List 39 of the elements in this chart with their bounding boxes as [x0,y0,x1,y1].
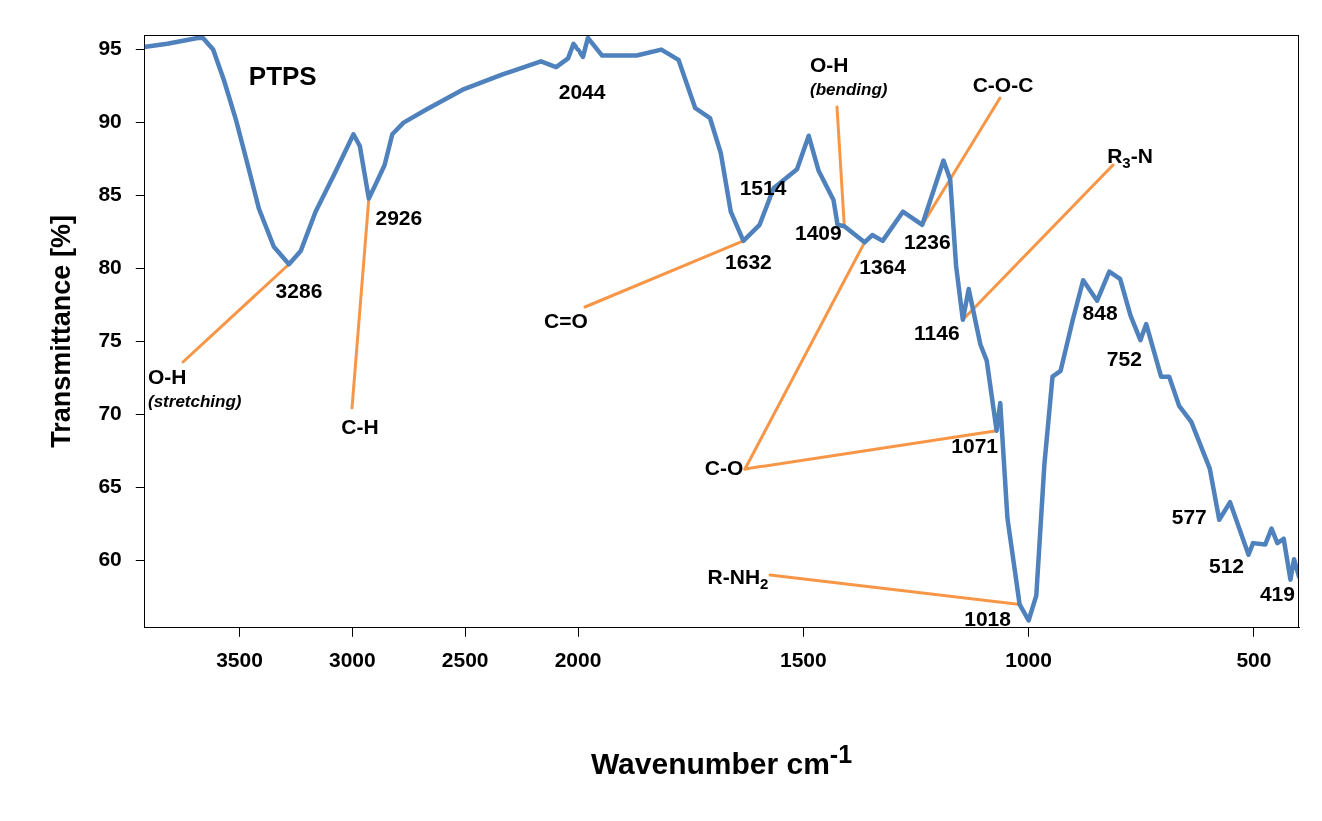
annotation: C-O-C [972,72,1034,96]
x-tick-label: 2000 [554,648,602,672]
text: PTPS [248,61,317,92]
y-tick-label: 85 [98,182,123,206]
y-tick-label: 70 [98,401,122,425]
annotation: 1632 [725,249,772,273]
x-tick-label: 1500 [779,648,827,672]
y-tick-label: 60 [98,547,122,571]
x-tick-label: 1000 [1005,648,1052,672]
annotation: 848 [1082,300,1118,324]
annotation: 2926 [375,206,423,230]
annotation: O-H (stretching) [148,364,242,411]
y-tick-label: 90 [98,109,122,133]
annotation: C=O [544,308,588,332]
annotation: 752 [1106,346,1142,370]
y-tick-label: 80 [98,255,122,279]
x-tick-label: 3000 [328,648,376,672]
annotation: 1364 [859,255,907,279]
x-axis-title: Wavenumber cm$^{-1}$ [589,740,854,781]
annotation: 512 [1209,553,1245,577]
annotation: C-O [704,455,744,479]
annotation: 3286 [275,279,323,303]
y-tick-label: 65 [98,474,123,498]
annotation: 1071 [951,434,999,458]
annotation: 419 [1259,582,1295,606]
annotation: 1146 [914,320,960,344]
annotation: O-H (bending) [810,52,888,99]
annotation: 1409 [794,221,842,245]
annotation: 1236 [903,229,951,253]
annotation: C-H [341,414,379,438]
y-tick-label: 75 [98,328,123,352]
y-axis-title: Transmittance [%] [45,215,76,448]
x-tick-label: 500 [1236,648,1272,672]
x-tick-label: 2500 [441,648,489,672]
y-tick-label: 95 [98,36,123,60]
annotation: 2044 [558,80,606,104]
annotation: 1018 [964,607,1012,631]
x-tick-label: 3500 [216,648,263,672]
annotation: 577 [1171,504,1207,528]
